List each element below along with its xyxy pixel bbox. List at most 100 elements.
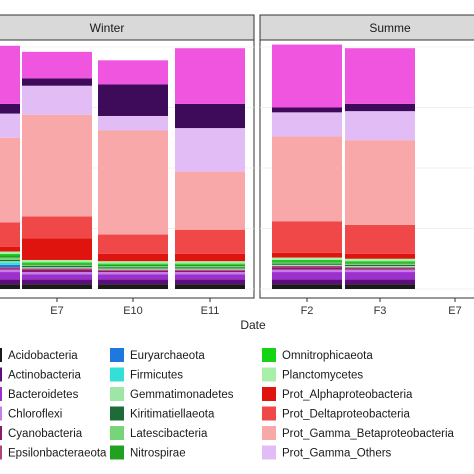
legend-label: Omnitrophicaeota (282, 350, 373, 362)
bar-segment (0, 255, 20, 258)
bar-segment (272, 267, 342, 270)
bar-segment (175, 103, 245, 129)
bar-segment (98, 284, 168, 289)
bar-segment (345, 284, 415, 289)
bar-segment (0, 279, 20, 285)
x-tick-label: E11 (201, 305, 220, 317)
legend-swatch (262, 406, 276, 421)
bar-segment (22, 78, 92, 86)
bar-segment (0, 269, 20, 273)
bar-segment (272, 112, 342, 137)
bar-segment (0, 246, 20, 252)
bar-segment (175, 263, 245, 265)
legend-label: Latescibacteria (130, 428, 208, 440)
bar-segment (272, 259, 342, 262)
bar-segment (0, 268, 20, 270)
legend-label: Actinobacteria (8, 370, 81, 382)
bar-segment (345, 262, 415, 264)
bar-segment (272, 269, 342, 273)
bar-segment (98, 268, 168, 270)
bar-segment (98, 264, 168, 267)
x-tick-label: F3 (374, 305, 387, 317)
bar-segment (345, 263, 415, 265)
bar-segment (0, 137, 20, 223)
bar-segment (0, 45, 20, 104)
facet-label: Winter (90, 21, 125, 35)
bar-segment (22, 85, 92, 115)
legend-swatch (110, 426, 124, 440)
bar-segment (175, 267, 245, 269)
bar-segment (272, 252, 342, 258)
legend-label: Nitrospirae (130, 448, 186, 460)
bar-segment (0, 284, 20, 289)
x-tick-label: E7 (50, 305, 63, 317)
bar-segment (272, 261, 342, 263)
legend-label: Prot_Deltaproteobacteria (282, 409, 410, 421)
bar-segment (0, 253, 20, 256)
bar-segment (272, 279, 342, 285)
bar-segment (98, 263, 168, 265)
legend-swatch (110, 406, 124, 421)
legend-swatch (0, 387, 2, 401)
bar-segment (22, 238, 92, 260)
bar-segment (0, 272, 20, 280)
bar-segment (175, 48, 245, 104)
bar-segment (272, 44, 342, 108)
bar-segment (345, 269, 415, 273)
bar-segment (175, 253, 245, 262)
bar-segment (0, 222, 20, 247)
legend-swatch (110, 445, 124, 460)
legend-swatch (110, 348, 124, 362)
legend-swatch (110, 387, 124, 401)
legend-label: Prot_Gamma_Others (282, 448, 392, 460)
bar-segment (22, 263, 92, 265)
bar-segment (98, 272, 168, 275)
bar-segment (0, 113, 20, 138)
legend-swatch (0, 406, 2, 421)
bar-segment (345, 272, 415, 280)
bar-segment (0, 257, 20, 260)
bar-segment (345, 264, 415, 267)
bar-segment (272, 266, 342, 268)
bar-segment (345, 224, 415, 254)
bar-segment (98, 130, 168, 235)
bar-segment (22, 268, 92, 270)
bar-segment (272, 262, 342, 264)
x-axis-title: Date (240, 318, 266, 332)
bar-segment (98, 253, 168, 262)
bar-segment (98, 269, 168, 271)
bar-segment (175, 229, 245, 254)
bar-segment (22, 259, 92, 263)
legend-label: Planctomycetes (282, 370, 363, 382)
legend-label: Chloroflexi (8, 409, 62, 421)
bar-segment (345, 253, 415, 259)
bar-segment (98, 274, 168, 280)
bar-segment (345, 258, 415, 262)
bar-segment (22, 274, 92, 280)
bar-stacks (0, 44, 415, 289)
bar-segment (22, 267, 92, 269)
bar-segment (175, 128, 245, 172)
x-tick-label: E10 (123, 305, 143, 317)
bar-segment (0, 261, 20, 263)
bar-segment (175, 284, 245, 289)
bar-segment (0, 264, 20, 268)
bar-segment (175, 264, 245, 267)
bar-segment (0, 262, 20, 265)
bar-segment (345, 266, 415, 268)
legend-label: Kiritimatiellaeota (130, 409, 215, 421)
bar-segment (175, 171, 245, 230)
bar-segment (22, 51, 92, 79)
bar-segment (98, 267, 168, 269)
bar-segment (98, 270, 168, 273)
bar-segment (0, 103, 20, 114)
bar-segment (175, 272, 245, 275)
bar-segment (22, 264, 92, 267)
facet-label: Summe (369, 21, 411, 35)
legend-swatch (262, 387, 276, 401)
legend-swatch (262, 348, 276, 362)
bar-segment (22, 114, 92, 217)
bar-segment (345, 261, 415, 263)
legend-label: Gemmatimonadetes (130, 389, 234, 401)
